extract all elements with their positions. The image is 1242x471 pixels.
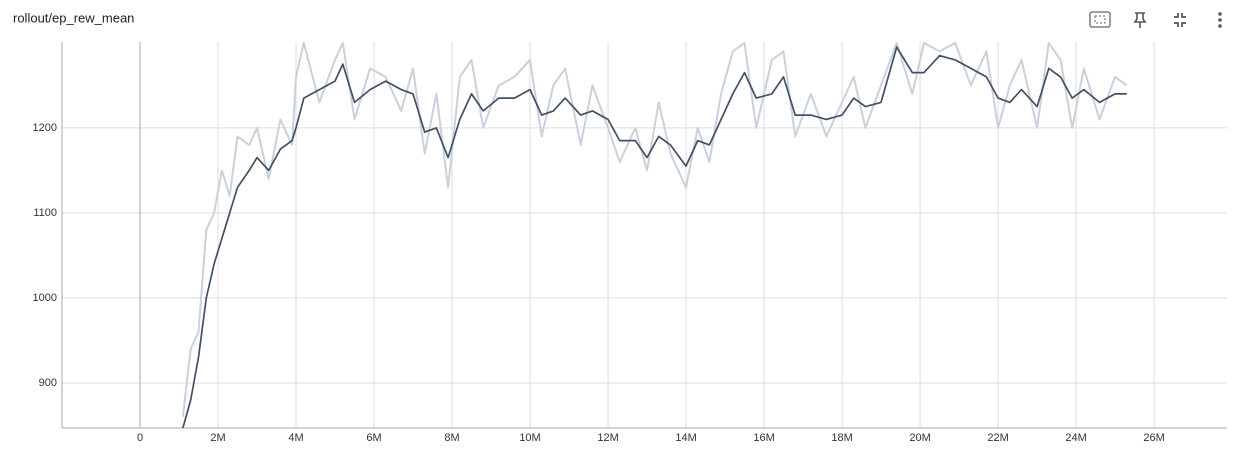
x-tick-label: 18M bbox=[831, 432, 852, 444]
y-tick-label: 1000 bbox=[33, 292, 57, 304]
y-tick-label: 1200 bbox=[33, 122, 57, 134]
x-tick-label: 24M bbox=[1065, 432, 1086, 444]
fit-domain-button[interactable] bbox=[1089, 11, 1111, 28]
x-tick-label: 2M bbox=[210, 432, 225, 444]
x-tick-label: 16M bbox=[753, 432, 774, 444]
y-tick-label: 900 bbox=[39, 377, 57, 389]
x-tick-label: 26M bbox=[1143, 432, 1164, 444]
x-tick-label: 12M bbox=[597, 432, 618, 444]
x-tick-label: 6M bbox=[366, 432, 381, 444]
x-tick-label: 14M bbox=[675, 432, 696, 444]
x-tick-label: 20M bbox=[909, 432, 930, 444]
pin-button[interactable] bbox=[1133, 12, 1147, 28]
chart-title: rollout/ep_rew_mean bbox=[13, 10, 134, 25]
x-tick-label: 8M bbox=[444, 432, 459, 444]
toolbar bbox=[1089, 11, 1222, 28]
y-tick-label: 1100 bbox=[33, 207, 57, 219]
x-tick-label: 0 bbox=[137, 432, 143, 444]
raw-line bbox=[181, 42, 1128, 418]
grid bbox=[62, 42, 1227, 428]
smoothed-line bbox=[182, 46, 1127, 428]
more-button[interactable] bbox=[1218, 12, 1222, 28]
collapse-button[interactable] bbox=[1174, 13, 1186, 27]
x-tick-label: 10M bbox=[519, 432, 540, 444]
x-tick-label: 4M bbox=[288, 432, 303, 444]
x-tick-label: 22M bbox=[987, 432, 1008, 444]
plot-lines bbox=[181, 42, 1128, 428]
